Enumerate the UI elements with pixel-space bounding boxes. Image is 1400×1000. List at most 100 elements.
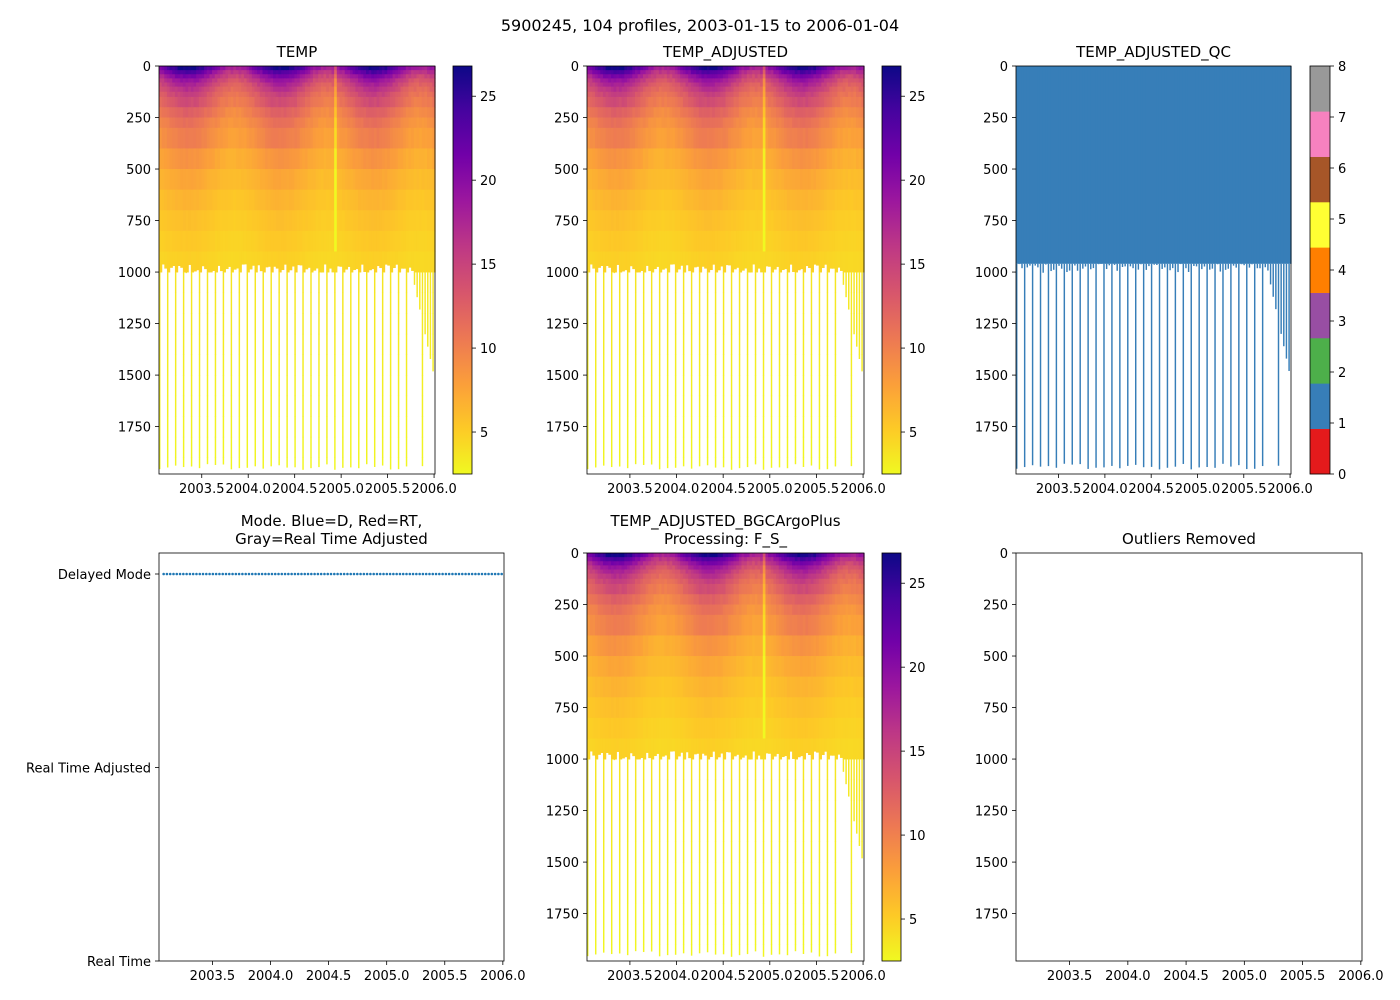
heat-cell	[658, 333, 661, 355]
heat-cell	[752, 148, 756, 170]
heat-cell	[610, 66, 615, 71]
heat-cell	[238, 169, 242, 191]
heat-cell	[294, 292, 296, 314]
heat-cell	[299, 74, 303, 79]
heat-cell	[222, 395, 225, 417]
heat-cell	[389, 210, 394, 232]
heat-cell	[725, 117, 729, 129]
heat-cell	[342, 210, 346, 232]
heat-cell	[850, 189, 854, 211]
heat-cell	[802, 375, 805, 397]
heat-cell	[413, 251, 418, 273]
heat-cell	[180, 169, 184, 191]
heat-cell	[605, 230, 609, 252]
heat-cell	[602, 614, 607, 636]
heat-cell	[299, 189, 303, 211]
heat-cell	[283, 70, 287, 75]
heat-cell	[669, 148, 673, 170]
heat-cell	[834, 333, 837, 355]
heat-cell	[698, 272, 701, 294]
heat-cell	[366, 127, 370, 149]
heat-cell	[845, 74, 849, 79]
heat-cell	[206, 436, 209, 458]
heat-cell	[712, 189, 716, 211]
qc-cell	[1288, 263, 1290, 371]
heat-cell	[824, 70, 828, 75]
heat-cell	[789, 148, 793, 170]
qc-cell	[1105, 263, 1108, 270]
heat-cell	[408, 96, 412, 108]
heat-cell	[400, 169, 404, 191]
heat-cell	[278, 169, 282, 191]
heat-cell	[650, 210, 655, 232]
heat-cell	[832, 230, 836, 252]
heat-cell	[366, 230, 370, 252]
heat-cell	[826, 313, 829, 335]
qc-cell	[1209, 66, 1213, 264]
heat-cell	[608, 74, 612, 79]
heat-cell	[717, 91, 721, 98]
heat-cell	[587, 841, 589, 863]
heat-cell	[637, 230, 641, 252]
heat-cell	[810, 86, 814, 93]
heat-cell	[177, 230, 181, 252]
heat-cell	[233, 96, 237, 108]
heat-cell	[302, 251, 306, 273]
heat-cell	[597, 738, 601, 755]
heat-cell	[265, 96, 269, 108]
mode-point	[438, 572, 441, 576]
heat-cell	[618, 91, 623, 98]
heat-cell	[206, 210, 211, 232]
heat-cell	[677, 127, 681, 149]
heat-cell	[254, 272, 256, 294]
heat-cell	[725, 82, 729, 88]
heat-cell	[645, 230, 649, 252]
heat-cell	[419, 66, 423, 71]
heat-cell	[432, 189, 436, 211]
heat-cell	[805, 70, 809, 75]
qc-cell	[1243, 263, 1245, 266]
heat-cell	[733, 127, 737, 149]
heat-cell	[704, 82, 708, 88]
heat-cell	[587, 375, 589, 397]
heat-cell	[650, 96, 655, 108]
heat-cell	[770, 82, 775, 88]
heat-cell	[677, 117, 681, 129]
heat-cell	[389, 292, 392, 314]
heat-cell	[816, 66, 820, 71]
heat-cell	[217, 148, 221, 170]
heat-cell	[169, 251, 173, 268]
heat-cell	[837, 169, 841, 191]
heat-cell	[587, 313, 589, 335]
qc-cell	[1084, 263, 1087, 267]
heat-cell	[209, 70, 213, 75]
heat-cell	[682, 70, 687, 75]
heat-cell	[608, 117, 612, 129]
heat-cell	[696, 66, 700, 71]
heat-cell	[352, 74, 356, 79]
heat-cell	[281, 189, 285, 211]
heat-cell	[358, 91, 362, 98]
heat-cell	[786, 333, 789, 355]
heat-cell	[781, 82, 785, 88]
heat-cell	[826, 292, 829, 314]
heat-cell	[688, 86, 692, 93]
heat-cell	[198, 230, 203, 252]
heat-cell	[594, 573, 599, 580]
heat-cell	[608, 604, 612, 616]
heat-cell	[845, 272, 847, 294]
heat-cell	[784, 251, 788, 270]
heat-cell	[853, 148, 857, 170]
heat-cell	[858, 91, 862, 98]
heat-cell	[387, 127, 391, 149]
heat-cell	[701, 70, 705, 75]
heat-cell	[241, 86, 245, 93]
heat-cell	[286, 127, 290, 149]
heat-cell	[432, 333, 434, 355]
heat-cell	[334, 189, 338, 211]
heat-cell	[307, 78, 311, 83]
heat-cell	[602, 594, 607, 605]
heat-cell	[682, 395, 685, 417]
heat-cell	[741, 107, 745, 118]
heat-cell	[752, 91, 756, 98]
